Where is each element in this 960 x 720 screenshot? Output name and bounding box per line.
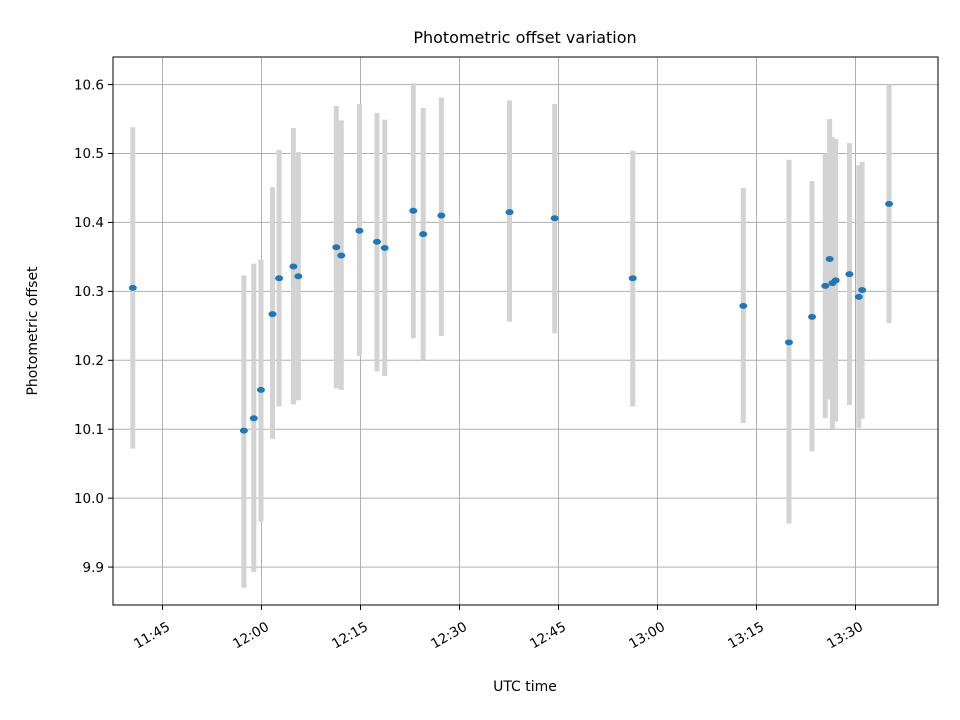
data-point bbox=[845, 271, 854, 278]
data-point-layer bbox=[128, 200, 894, 434]
y-axis-label: Photometric offset bbox=[25, 266, 41, 396]
x-axis-label: UTC time bbox=[493, 679, 557, 695]
y-tick-label: 9.9 bbox=[83, 560, 104, 576]
y-tick-label: 10.5 bbox=[74, 146, 104, 162]
data-point bbox=[858, 286, 867, 293]
data-point bbox=[505, 209, 514, 216]
data-point bbox=[337, 252, 346, 259]
y-tick-label: 10.4 bbox=[74, 215, 104, 231]
data-point bbox=[249, 415, 258, 422]
data-point bbox=[355, 227, 364, 234]
data-point bbox=[419, 231, 428, 238]
data-point bbox=[739, 302, 748, 309]
data-point bbox=[294, 273, 303, 280]
data-point bbox=[854, 293, 863, 300]
y-tick-label: 10.2 bbox=[74, 353, 104, 369]
data-point bbox=[409, 207, 418, 214]
data-point bbox=[784, 339, 793, 346]
chart-title: Photometric offset variation bbox=[413, 28, 636, 47]
y-tick-label: 10.0 bbox=[74, 491, 104, 507]
data-point bbox=[373, 238, 381, 245]
data-point bbox=[332, 244, 341, 251]
data-point bbox=[275, 275, 284, 282]
data-point bbox=[437, 212, 446, 219]
data-point bbox=[628, 275, 637, 282]
data-point bbox=[128, 284, 137, 291]
data-point bbox=[821, 282, 830, 289]
data-point bbox=[808, 313, 817, 320]
data-point bbox=[239, 427, 248, 434]
data-point bbox=[550, 215, 559, 222]
data-point bbox=[885, 200, 894, 207]
y-tick-label: 10.1 bbox=[74, 422, 104, 438]
data-point bbox=[380, 244, 389, 251]
data-point bbox=[256, 386, 265, 393]
data-point bbox=[831, 277, 840, 284]
data-point bbox=[268, 311, 277, 318]
y-tick-label: 10.3 bbox=[74, 284, 104, 300]
y-tick-label: 10.6 bbox=[74, 77, 104, 93]
data-point bbox=[289, 263, 298, 270]
data-point bbox=[825, 255, 834, 262]
plot-frame bbox=[112, 56, 939, 606]
